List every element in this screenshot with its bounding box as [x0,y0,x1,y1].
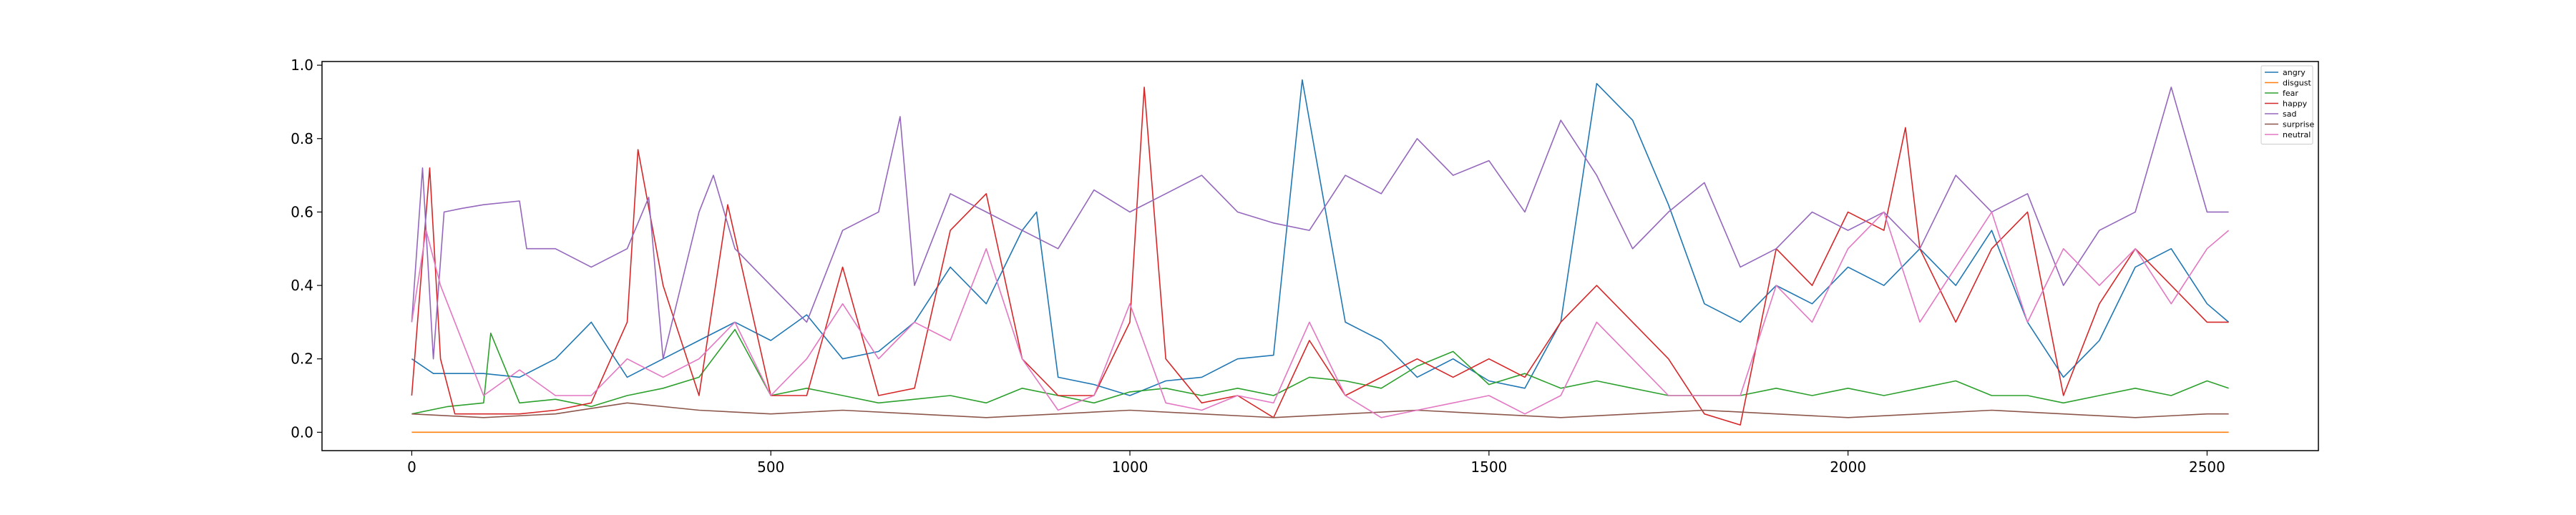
y-tick-label: 0.0 [291,423,313,441]
x-axis: 0 500 1000 1500 2000 2500 [407,451,2225,476]
series-line-sad [411,87,2229,360]
series-line-angry [411,79,2230,396]
x-tick-label: 500 [757,458,784,476]
x-tick-label: 2500 [2189,458,2225,476]
y-tick-label: 1.0 [291,57,313,74]
y-tick-label: 0.6 [291,203,313,220]
legend-label-happy: happy [2283,99,2308,109]
legend-label-fear: fear [2283,89,2298,98]
x-tick-label: 2000 [1830,458,1866,476]
legend-label-neutral: neutral [2283,130,2311,139]
x-tick-label: 0 [407,458,416,476]
y-axis: 0.0 0.2 0.4 0.6 0.8 1.0 [291,57,322,441]
legend-label-angry: angry [2283,68,2306,77]
legend-label-sad: sad [2283,109,2296,119]
legend-label-surprise: surprise [2283,120,2315,129]
legend-label-disgust: disgust [2283,79,2311,88]
y-tick-label: 0.8 [291,130,313,147]
x-tick-label: 1500 [1470,458,1507,476]
y-tick-label: 0.2 [291,350,313,368]
series-line-surprise [411,402,2229,418]
y-tick-label: 0.4 [291,277,313,294]
x-tick-label: 1000 [1112,458,1148,476]
series-layer [411,79,2230,433]
plot-frame [321,61,2319,451]
series-line-neutral [411,211,2230,418]
series-line-happy [411,87,2229,426]
series-line-fear [411,328,2229,415]
